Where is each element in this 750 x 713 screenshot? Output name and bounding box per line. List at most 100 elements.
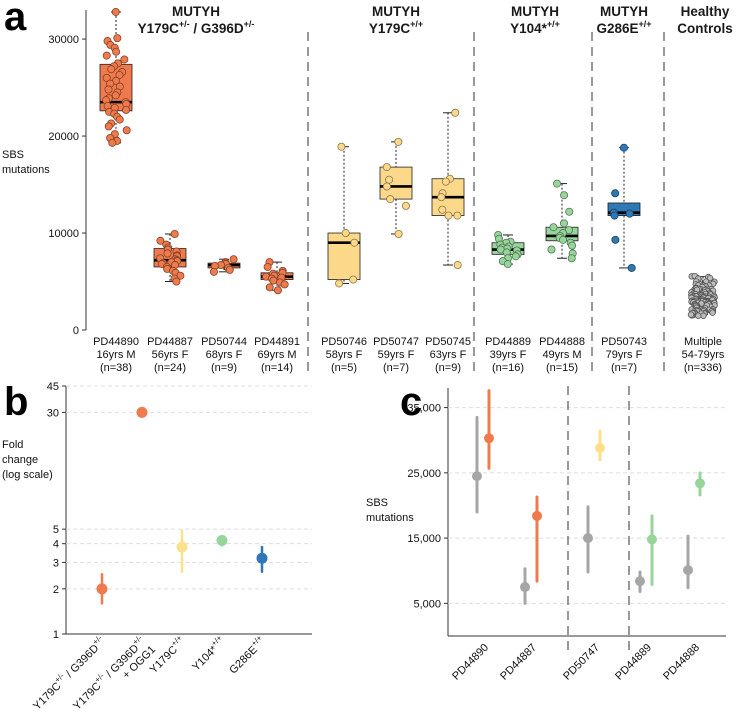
x-label-Multiple: Multiple 54-79yrs (n=336) [682, 336, 725, 374]
data-point [172, 277, 181, 286]
pair-PD44890 [472, 389, 494, 514]
data-point [511, 252, 520, 261]
box-PD50743 [607, 143, 641, 272]
data-point [451, 108, 460, 117]
data-point [163, 249, 172, 258]
data-point [553, 179, 562, 188]
data-point [610, 211, 619, 220]
x-label-PD50744: PD50744 68yrs F (n=9) [201, 336, 247, 374]
data-point [386, 195, 395, 204]
data-point [265, 283, 274, 292]
group-title-line1: MUTYH [600, 4, 648, 19]
data-point [107, 65, 116, 74]
y-tick-label: 25,000 [407, 468, 441, 480]
data-point [111, 7, 120, 16]
data-point [263, 262, 272, 271]
y-axis-title-line: SBS [2, 149, 24, 161]
data-point [611, 235, 620, 244]
x-label-id: PD50746 [321, 336, 367, 348]
x-label-text: Y179C [31, 680, 63, 712]
data-point [337, 142, 346, 151]
data-point [695, 312, 702, 319]
pair-PD44888 [683, 471, 705, 590]
data-point [350, 238, 359, 247]
x-label-info: 68yrs F [206, 349, 243, 361]
point-estimate [136, 406, 148, 418]
x-label-info: 39yrs F [490, 349, 527, 361]
y-axis-title-line: mutations [366, 512, 414, 524]
data-point [229, 255, 238, 264]
point-estimate [216, 535, 228, 547]
data-point [401, 201, 410, 210]
data-point [115, 70, 124, 79]
data-point [382, 163, 391, 172]
expected-point [583, 533, 593, 544]
x-label-n: (n=7) [383, 362, 409, 374]
data-point [335, 279, 344, 288]
data-point [619, 143, 628, 152]
y-tick-label: 1 [53, 629, 59, 641]
pair-PD44887 [520, 495, 542, 605]
observed-point [647, 534, 657, 545]
x-label-PD44888: PD44888 [661, 642, 702, 683]
data-point [559, 235, 568, 244]
observed-point [695, 478, 705, 489]
y-tick-label: 0 [73, 325, 79, 337]
data-point [568, 241, 577, 250]
x-label: Y179C+/- / G396D+/- [29, 633, 108, 712]
group-title-line2: Y104*+/+ [510, 19, 560, 36]
x-label-id: Multiple [684, 336, 722, 348]
point-range-3 [216, 534, 228, 547]
y-axis-title-line: mutations [2, 164, 50, 176]
y-tick-label: 3 [53, 557, 59, 569]
x-label-info: 56yrs F [152, 349, 189, 361]
observed-point [595, 443, 605, 454]
data-point [444, 211, 453, 220]
x-label-n: (n=38) [100, 362, 132, 374]
group-title-superscript: +/+ [410, 19, 423, 29]
x-label-n: (n=5) [331, 362, 357, 374]
data-point [560, 191, 569, 200]
x-label-n: (n=14) [261, 362, 293, 374]
group-title-line1: MUTYH [511, 4, 559, 19]
data-point [438, 205, 447, 214]
box-PD44887 [153, 229, 187, 286]
group-title-text: G286E [596, 21, 638, 36]
data-point [273, 286, 282, 295]
x-label-info: 16yrs M [96, 349, 135, 361]
box-PD50745 [431, 108, 465, 270]
x-label-info: 69yrs M [257, 349, 296, 361]
data-point [225, 265, 234, 274]
y-axis-title-line: change [2, 454, 38, 466]
box-PD50746 [327, 142, 361, 288]
x-label: G286E+/+ [225, 633, 268, 676]
x-label-id: PD50747 [373, 336, 419, 348]
x-label-PD44891: PD44891 69yrs M (n=14) [254, 336, 300, 374]
box-PD44891 [260, 258, 294, 295]
data-point [102, 51, 111, 60]
data-point [111, 91, 120, 100]
x-label-id: PD44888 [539, 336, 585, 348]
x-label-PD44889: PD44889 [613, 642, 654, 683]
point-estimate [256, 552, 268, 564]
data-point [611, 189, 620, 198]
x-label-id: PD50744 [201, 336, 247, 348]
data-point [122, 105, 131, 114]
group-title-line2: Y179C+/- / G396D+/- [138, 19, 255, 36]
data-point [385, 175, 394, 184]
data-point [382, 182, 391, 191]
group-title-line1: Healthy [681, 4, 730, 19]
data-point [453, 211, 462, 220]
x-label-PD50743: PD50743 79yrs F (n=7) [601, 336, 647, 374]
data-point [170, 229, 179, 238]
data-point [280, 280, 289, 289]
panel-letter-b: b [4, 380, 28, 424]
x-label-id: PD44891 [254, 336, 300, 348]
y-axis-title: SBS mutations [366, 497, 414, 524]
data-point [567, 254, 576, 263]
data-point [341, 229, 350, 238]
group-title-line1: MUTYH [172, 4, 220, 19]
x-label-n: (n=336) [684, 362, 722, 374]
